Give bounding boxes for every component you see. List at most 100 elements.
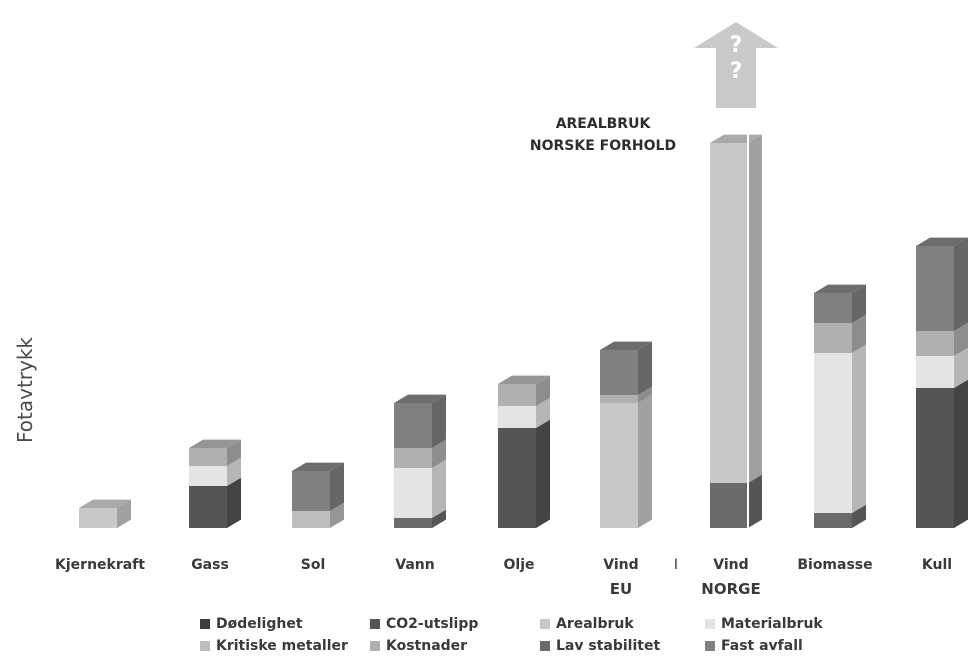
x-tick-label: Olje <box>504 557 535 573</box>
bar-segment-side <box>638 394 652 528</box>
bar-segment-side <box>432 459 446 518</box>
bar-segment-side <box>227 439 241 466</box>
legend-label: Lav stabilitet <box>556 638 661 654</box>
legend-swatch <box>705 641 715 651</box>
legend-label: Fast avfall <box>721 638 803 654</box>
bar-segment <box>394 403 432 448</box>
legend-entry: Lav stabilitet <box>540 638 705 654</box>
legend-entry: Kostnader <box>370 638 540 654</box>
x-tick-label: Vind <box>713 557 748 573</box>
bar-segment-side <box>432 439 446 468</box>
arrow-question-mark: ? <box>730 33 743 58</box>
bar-segment <box>814 353 852 513</box>
legend-swatch <box>370 641 380 651</box>
bar-top <box>600 341 652 350</box>
bar-segment-side <box>748 474 762 528</box>
bar-segment-side <box>536 375 550 406</box>
bar-segment <box>814 323 852 353</box>
legend-swatch <box>540 619 550 629</box>
bar-segment <box>916 388 954 528</box>
bar-segment <box>189 466 227 486</box>
annotation-line: NORSKE FORHOLD <box>530 138 676 154</box>
bar-segment-side <box>330 502 344 528</box>
bar-segment-side <box>227 477 241 528</box>
bar-segment <box>600 403 638 528</box>
annotation-line: AREALBRUK <box>556 116 652 132</box>
bar-segment <box>394 468 432 518</box>
bar-segment-side <box>432 509 446 528</box>
bar-segment <box>79 508 117 528</box>
bar-segment <box>600 395 638 403</box>
x-sublabel: EU <box>610 580 632 598</box>
bar-segment-side <box>852 504 866 528</box>
legend-label: Dødelighet <box>216 616 303 632</box>
bar-segment <box>292 511 330 528</box>
bar-segment-side <box>330 462 344 511</box>
legend-swatch <box>200 619 210 629</box>
bar-segment <box>498 406 536 428</box>
bar-segment-side <box>852 314 866 353</box>
x-tick-label: Vann <box>395 557 434 573</box>
bar-segment-side <box>852 344 866 513</box>
legend-entry: CO2-utslipp <box>370 616 540 632</box>
x-tick-label: Vind <box>603 557 638 573</box>
bar-segment-side <box>638 386 652 403</box>
bar-top <box>916 237 968 246</box>
bar-segment <box>394 448 432 468</box>
bar-segment <box>600 350 638 395</box>
bar-segment <box>916 246 954 331</box>
bar-segment <box>710 143 748 483</box>
bar-top <box>394 394 446 403</box>
bar-segment <box>916 356 954 388</box>
bar-segment-side <box>536 397 550 428</box>
legend-label: CO2-utslipp <box>386 616 479 632</box>
bar-segment-side <box>954 237 968 331</box>
x-tick-label: Kull <box>922 557 952 573</box>
legend-swatch <box>705 619 715 629</box>
x-sublabel: NORGE <box>701 580 760 598</box>
bar-segment <box>189 448 227 466</box>
legend-label: Arealbruk <box>556 616 634 632</box>
bar-segment-side <box>954 322 968 356</box>
bar-segment-side <box>748 134 762 483</box>
legend-swatch <box>370 619 380 629</box>
legend-entry: Materialbruk <box>705 616 865 632</box>
legend-entry: Dødelighet <box>200 616 370 632</box>
bar-top <box>498 375 550 384</box>
bar-segment-side <box>536 419 550 528</box>
bar-segment-side <box>227 457 241 486</box>
bar-top <box>79 499 131 508</box>
bar-segment <box>814 293 852 323</box>
arrow-question-mark: ? <box>730 59 743 84</box>
x-tick-label: Kjernekraft <box>55 557 145 573</box>
legend-label: Kostnader <box>386 638 468 654</box>
up-arrow-icon: ?? <box>694 22 778 108</box>
bar-segment <box>710 483 748 528</box>
legend-swatch <box>200 641 210 651</box>
bar-top <box>292 462 344 471</box>
bar-segment-side <box>954 347 968 388</box>
bar-segment-side <box>638 341 652 395</box>
bar-segment <box>498 428 536 528</box>
x-tick-label: Sol <box>301 557 326 573</box>
bar-top <box>814 284 866 293</box>
bar-segment <box>394 518 432 528</box>
legend-label: Materialbruk <box>721 616 823 632</box>
category-separator: I <box>674 557 678 573</box>
bars-group <box>79 130 968 528</box>
legend-label: Kritiske metaller <box>216 638 348 654</box>
bar-segment <box>189 486 227 528</box>
bar-segment-side <box>432 394 446 448</box>
up-arrow-shape <box>694 22 778 108</box>
legend-swatch <box>540 641 550 651</box>
bar-top <box>189 439 241 448</box>
bar-segment <box>292 471 330 511</box>
bar-segment-side <box>117 499 131 528</box>
bar-segment <box>916 331 954 356</box>
bar-segment <box>814 513 852 528</box>
bar-segment-side <box>954 379 968 528</box>
legend: Dødelighet CO2-utslipp Arealbruk Materialbr… <box>200 616 900 654</box>
x-tick-label: Biomasse <box>797 557 872 573</box>
y-axis-label: Fotavtrykk <box>13 337 37 443</box>
